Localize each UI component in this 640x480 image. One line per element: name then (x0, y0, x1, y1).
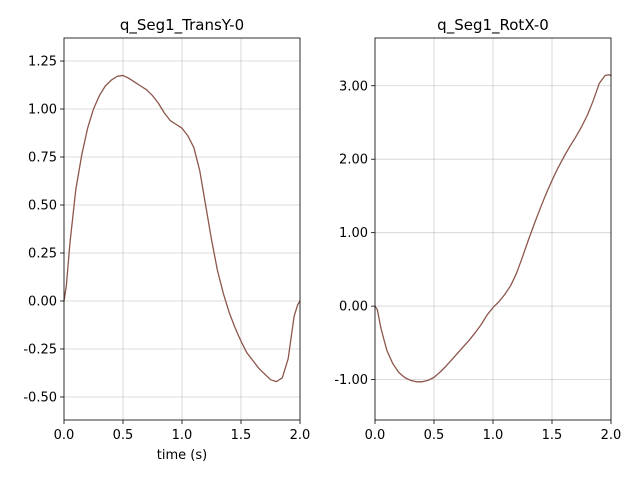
transy-x-tick-label: 2.0 (290, 428, 311, 443)
rotx-y-tick-label: 0.00 (339, 300, 368, 315)
transy-x-tick-label: 1.0 (172, 428, 193, 443)
rotx-y-tick-label: 3.00 (339, 79, 368, 94)
transy-y-tick-label: 0.00 (28, 294, 57, 309)
transy-subplot: q_Seg1_TransY-0 time (s) 0.0 0.5 1.0 1.5 2.0… (23, 16, 310, 463)
transy-y-tick-label: 0.25 (28, 246, 57, 261)
transy-x-tick-label: 0.5 (113, 428, 134, 443)
rotx-series-line (374, 74, 612, 383)
transy-x-tick-label: 1.5 (231, 428, 252, 443)
rotx-x-tick-label: 0.5 (424, 428, 445, 443)
rotx-x-tick-label: 1.5 (542, 428, 563, 443)
rotx-title: q_Seg1_RotX-0 (437, 16, 549, 35)
transy-y-tick-label: 0.50 (28, 199, 57, 214)
transy-title: q_Seg1_TransY-0 (120, 16, 244, 35)
transy-y-tick-label: 1.25 (28, 55, 57, 70)
transy-y-tick-label: 1.00 (28, 103, 57, 118)
rotx-x-tick-label: 0.0 (365, 428, 386, 443)
transy-y-tick-label: 0.75 (28, 151, 57, 166)
transy-series-line (63, 74, 301, 383)
transy-xlabel: time (s) (157, 448, 207, 463)
rotx-y-tick-label: 2.00 (339, 153, 368, 168)
rotx-y-tick-label: -1.00 (334, 373, 368, 388)
rotx-y-tick-label: 1.00 (339, 226, 368, 241)
rotx-subplot: q_Seg1_RotX-0 0.0 0.5 1.0 1.5 2.0 3.00 2.00 1.0… (334, 16, 621, 443)
transy-y-tick-label: -0.25 (23, 342, 57, 357)
transy-y-tick-label: -0.50 (23, 390, 57, 405)
transy-x-tick-label: 0.0 (54, 428, 75, 443)
rotx-x-tick-label: 1.0 (483, 428, 504, 443)
rotx-x-tick-label: 2.0 (601, 428, 622, 443)
